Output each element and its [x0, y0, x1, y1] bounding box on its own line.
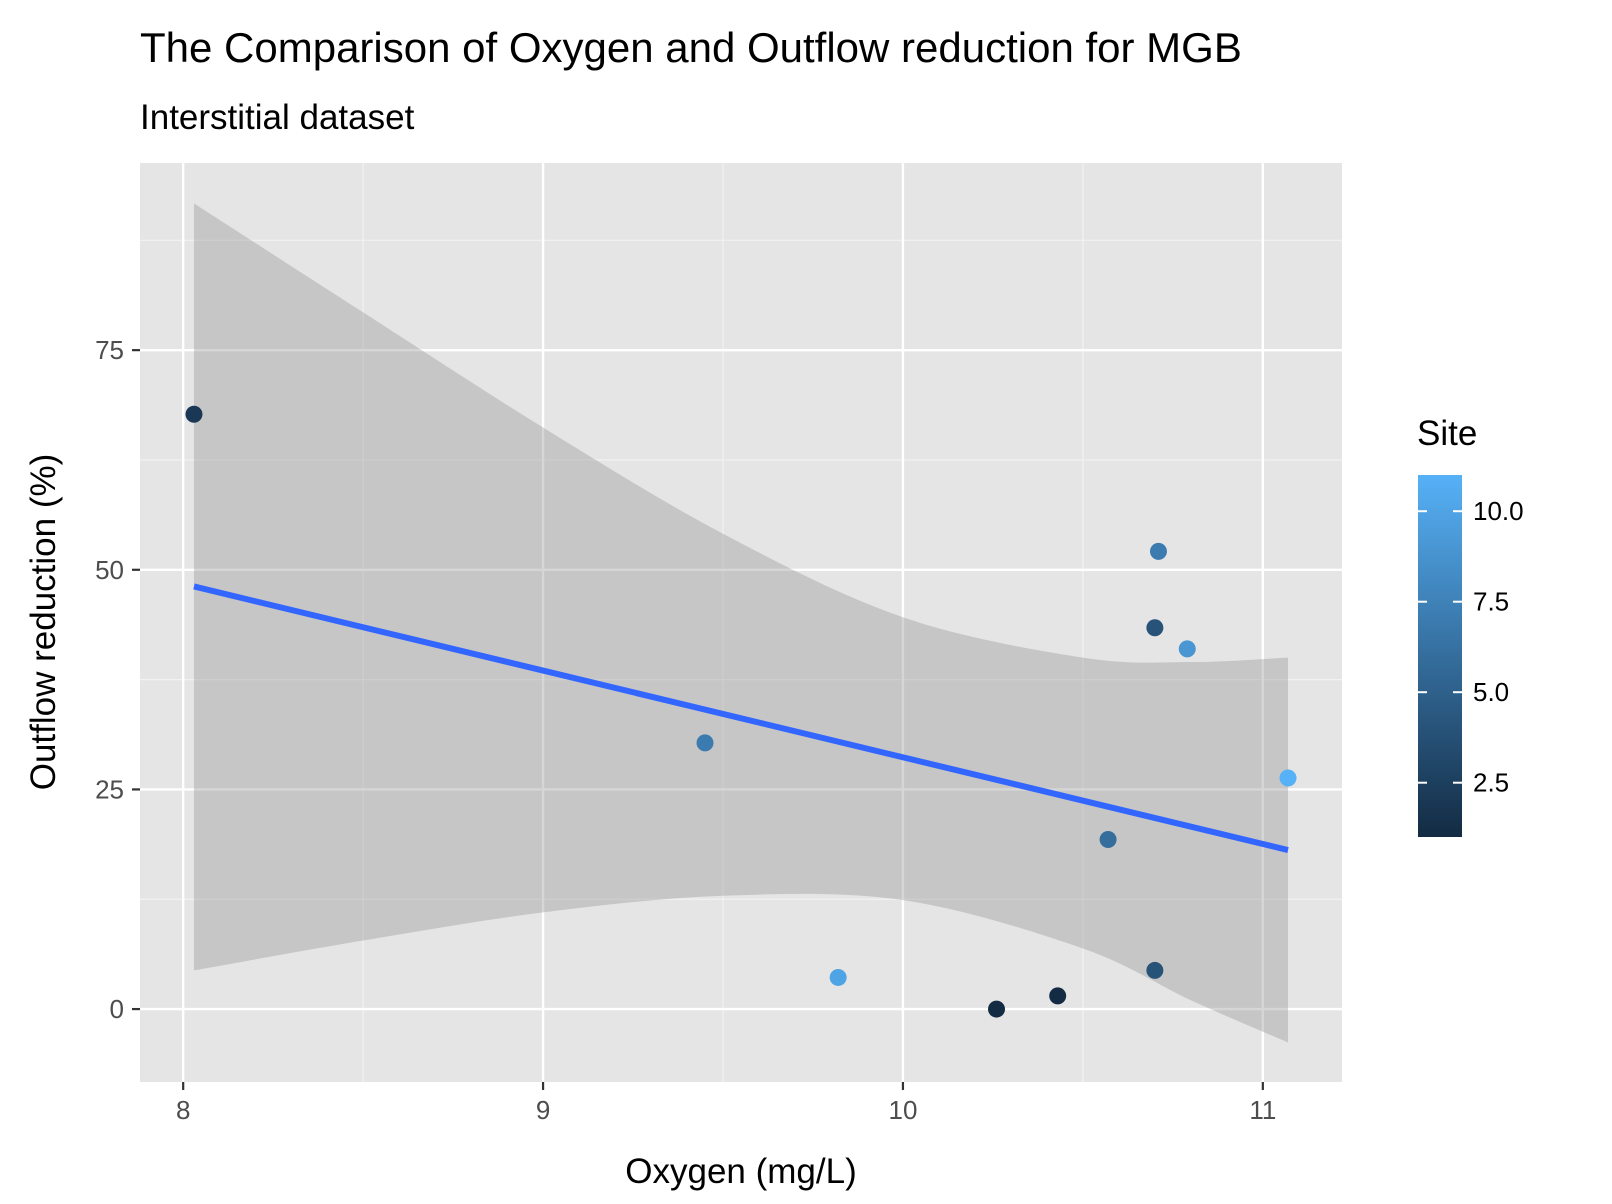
data-point — [696, 734, 714, 752]
points-layer — [185, 405, 1297, 1018]
y-tick-label: 50 — [95, 555, 124, 585]
y-tick-label: 25 — [95, 774, 124, 804]
chart-title: The Comparison of Oxygen and Outflow red… — [140, 24, 1242, 71]
x-tick-label: 11 — [1249, 1095, 1276, 1125]
data-point — [1149, 542, 1167, 560]
legend: Site 2.5 5.0 7.5 10.0 — [1417, 414, 1524, 837]
data-point — [829, 968, 847, 986]
x-tick-label: 8 — [176, 1095, 190, 1125]
confidence-band-layer — [193, 203, 1289, 1043]
data-point — [185, 405, 203, 423]
legend-tick-label: 7.5 — [1473, 587, 1509, 617]
data-point — [1146, 961, 1164, 979]
data-point — [1146, 619, 1164, 637]
data-point — [1279, 769, 1297, 787]
x-axis: 8 9 10 11 — [176, 1082, 1276, 1125]
legend-ticks: 2.5 5.0 7.5 10.0 — [1418, 496, 1524, 798]
y-tick-label: 75 — [95, 335, 124, 365]
data-point — [1099, 831, 1117, 849]
legend-tick-label: 5.0 — [1473, 677, 1509, 707]
chart-subtitle: Interstitial dataset — [140, 98, 415, 137]
legend-colorbar — [1418, 475, 1462, 837]
trend-line — [193, 583, 1289, 853]
confidence-band — [193, 203, 1289, 1043]
y-axis-label: Outflow reduction (%) — [24, 454, 63, 791]
y-tick-label: 0 — [110, 994, 124, 1024]
grid-minor — [140, 163, 1342, 1082]
data-point — [1049, 987, 1067, 1005]
y-axis: 0 25 50 75 — [95, 335, 140, 1024]
legend-tick-label: 2.5 — [1473, 768, 1509, 798]
legend-tick-label: 10.0 — [1473, 496, 1524, 526]
grid-major — [140, 163, 1342, 1082]
x-tick-label: 9 — [536, 1095, 550, 1125]
trend-line-layer — [193, 583, 1289, 853]
data-point — [1178, 640, 1196, 658]
x-tick-label: 10 — [888, 1095, 917, 1125]
data-point — [988, 1000, 1006, 1018]
x-axis-label: Oxygen (mg/L) — [625, 1152, 856, 1191]
legend-title: Site — [1417, 414, 1477, 453]
